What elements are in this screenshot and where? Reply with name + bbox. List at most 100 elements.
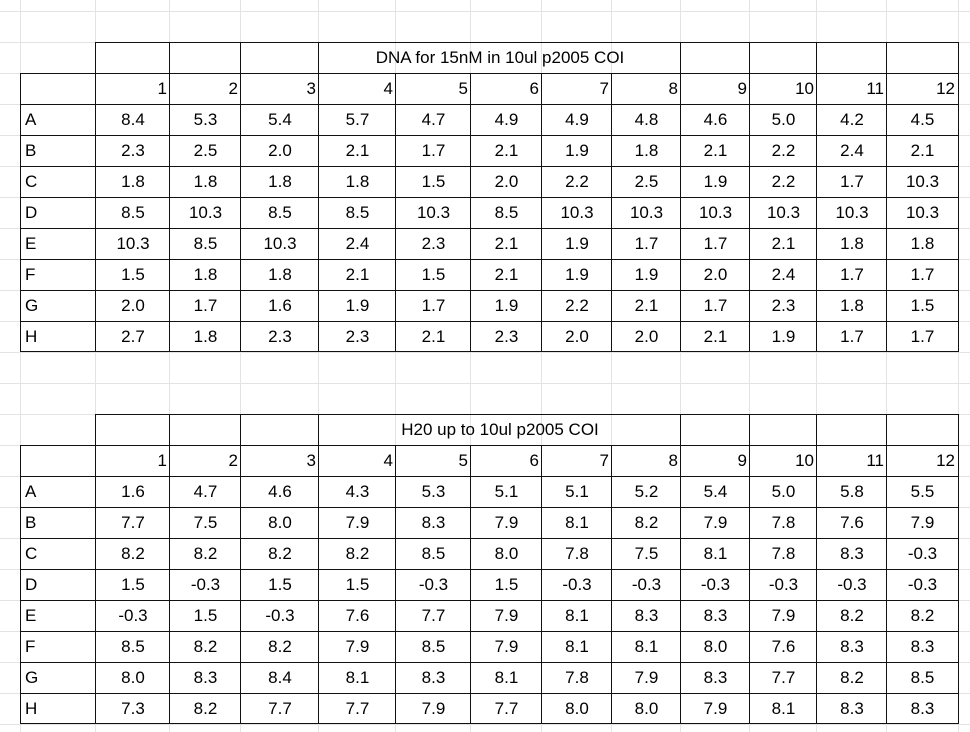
value-cell[interactable]: 7.7 — [749, 662, 817, 693]
title-row-blank-cell[interactable] — [680, 42, 750, 73]
value-cell[interactable]: 7.8 — [541, 662, 612, 693]
value-cell[interactable]: 7.8 — [749, 538, 817, 569]
value-cell[interactable]: 2.1 — [611, 290, 681, 321]
row-label[interactable]: G — [20, 662, 96, 693]
value-cell[interactable]: 1.8 — [169, 321, 241, 352]
row-label[interactable]: H — [20, 321, 96, 352]
column-header[interactable]: 4 — [318, 73, 396, 104]
value-cell[interactable]: 4.7 — [169, 476, 241, 507]
row-label[interactable]: G — [20, 290, 96, 321]
value-cell[interactable]: 7.7 — [470, 693, 542, 724]
value-cell[interactable]: 4.7 — [395, 104, 471, 135]
column-header[interactable]: 1 — [95, 445, 170, 476]
row-label[interactable]: D — [20, 569, 96, 600]
value-cell[interactable]: 1.9 — [680, 166, 750, 197]
column-header[interactable]: 8 — [611, 73, 681, 104]
value-cell[interactable]: 2.3 — [318, 321, 396, 352]
value-cell[interactable]: 8.2 — [611, 507, 681, 538]
column-header[interactable]: 11 — [816, 445, 887, 476]
value-cell[interactable]: 1.5 — [470, 569, 542, 600]
value-cell[interactable]: 8.2 — [169, 631, 241, 662]
value-cell[interactable]: 8.0 — [95, 662, 170, 693]
title-row-blank-cell[interactable] — [680, 414, 750, 445]
column-header[interactable]: 7 — [541, 445, 612, 476]
title-row-blank-cell[interactable] — [240, 414, 319, 445]
value-cell[interactable]: 1.8 — [611, 135, 681, 166]
value-cell[interactable]: 1.9 — [749, 321, 817, 352]
value-cell[interactable]: 1.8 — [816, 290, 887, 321]
value-cell[interactable]: 1.7 — [816, 321, 887, 352]
value-cell[interactable]: 8.2 — [816, 600, 887, 631]
value-cell[interactable]: 8.0 — [611, 693, 681, 724]
value-cell[interactable]: 2.2 — [749, 166, 817, 197]
value-cell[interactable]: 2.0 — [240, 135, 319, 166]
row-label[interactable]: A — [20, 476, 96, 507]
value-cell[interactable]: 5.4 — [240, 104, 319, 135]
value-cell[interactable]: 1.7 — [395, 290, 471, 321]
value-cell[interactable]: 4.3 — [318, 476, 396, 507]
value-cell[interactable]: 2.2 — [541, 290, 612, 321]
value-cell[interactable]: 1.7 — [886, 259, 959, 290]
value-cell[interactable]: 10.3 — [886, 166, 959, 197]
value-cell[interactable]: 1.9 — [470, 290, 542, 321]
value-cell[interactable]: 7.9 — [749, 600, 817, 631]
column-header[interactable]: 2 — [169, 73, 241, 104]
value-cell[interactable]: 5.3 — [395, 476, 471, 507]
value-cell[interactable]: 1.5 — [240, 569, 319, 600]
value-cell[interactable]: 4.9 — [470, 104, 542, 135]
row-label[interactable]: H — [20, 693, 96, 724]
value-cell[interactable]: -0.3 — [886, 538, 959, 569]
value-cell[interactable]: 5.0 — [749, 476, 817, 507]
column-header[interactable]: 4 — [318, 445, 396, 476]
value-cell[interactable]: 8.2 — [816, 662, 887, 693]
value-cell[interactable]: 8.4 — [240, 662, 319, 693]
value-cell[interactable]: 7.3 — [95, 693, 170, 724]
value-cell[interactable]: 7.7 — [95, 507, 170, 538]
value-cell[interactable]: 8.2 — [886, 600, 959, 631]
value-cell[interactable]: 4.5 — [886, 104, 959, 135]
column-header[interactable]: 2 — [169, 445, 241, 476]
value-cell[interactable]: 10.3 — [816, 197, 887, 228]
value-cell[interactable]: 8.2 — [240, 538, 319, 569]
column-header[interactable]: 6 — [470, 445, 542, 476]
value-cell[interactable]: 2.3 — [470, 321, 542, 352]
value-cell[interactable]: 1.8 — [318, 166, 396, 197]
value-cell[interactable]: 8.1 — [541, 507, 612, 538]
value-cell[interactable]: 5.1 — [470, 476, 542, 507]
value-cell[interactable]: 7.9 — [318, 507, 396, 538]
corner-cell[interactable] — [20, 73, 96, 104]
value-cell[interactable]: 7.9 — [886, 507, 959, 538]
value-cell[interactable]: 8.5 — [95, 631, 170, 662]
value-cell[interactable]: 5.8 — [816, 476, 887, 507]
value-cell[interactable]: 10.3 — [95, 228, 170, 259]
value-cell[interactable]: -0.3 — [680, 569, 750, 600]
value-cell[interactable]: 2.4 — [749, 259, 817, 290]
value-cell[interactable]: 2.3 — [395, 228, 471, 259]
value-cell[interactable]: 7.6 — [318, 600, 396, 631]
column-header[interactable]: 8 — [611, 445, 681, 476]
value-cell[interactable]: 1.7 — [680, 228, 750, 259]
value-cell[interactable]: 2.1 — [395, 321, 471, 352]
value-cell[interactable]: 7.6 — [749, 631, 817, 662]
value-cell[interactable]: 2.4 — [816, 135, 887, 166]
value-cell[interactable]: 7.7 — [318, 693, 396, 724]
value-cell[interactable]: 8.1 — [541, 631, 612, 662]
value-cell[interactable]: 7.5 — [169, 507, 241, 538]
value-cell[interactable]: 5.1 — [541, 476, 612, 507]
value-cell[interactable]: 10.3 — [886, 197, 959, 228]
value-cell[interactable]: 10.3 — [749, 197, 817, 228]
column-header[interactable]: 12 — [886, 445, 959, 476]
title-row-blank-cell[interactable] — [95, 42, 170, 73]
row-label[interactable]: C — [20, 166, 96, 197]
value-cell[interactable]: 4.9 — [541, 104, 612, 135]
value-cell[interactable]: 1.8 — [240, 166, 319, 197]
value-cell[interactable]: 8.3 — [816, 538, 887, 569]
value-cell[interactable]: 1.5 — [318, 569, 396, 600]
value-cell[interactable]: 1.5 — [95, 259, 170, 290]
value-cell[interactable]: 2.2 — [749, 135, 817, 166]
value-cell[interactable]: 2.3 — [95, 135, 170, 166]
value-cell[interactable]: 2.3 — [240, 321, 319, 352]
column-header[interactable]: 9 — [680, 445, 750, 476]
value-cell[interactable]: 2.0 — [611, 321, 681, 352]
value-cell[interactable]: 7.7 — [395, 600, 471, 631]
